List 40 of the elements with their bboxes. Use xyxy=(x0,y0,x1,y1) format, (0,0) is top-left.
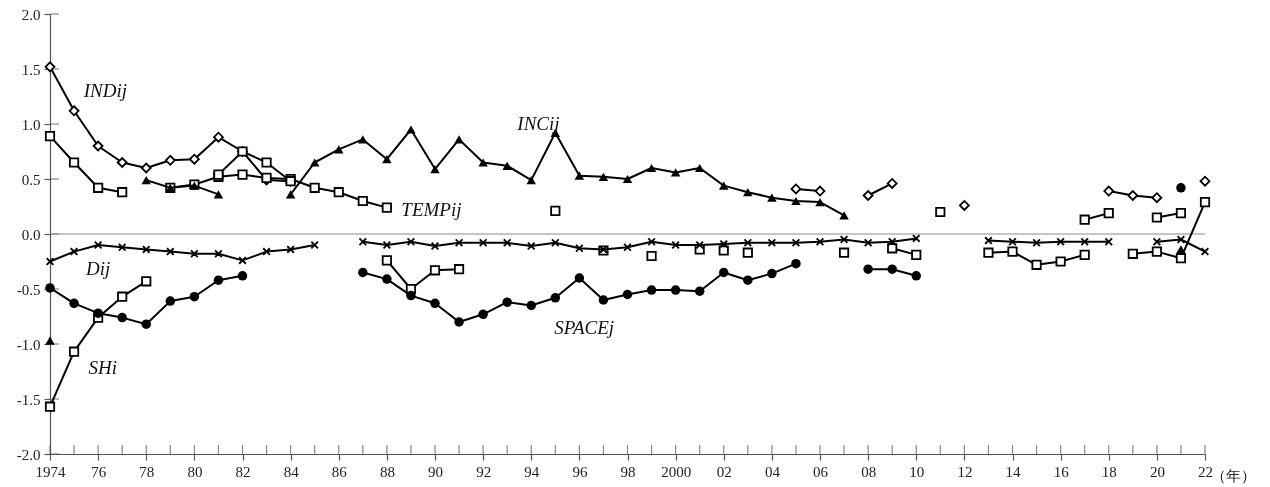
x-tick-label: 16 xyxy=(1053,463,1070,480)
x-tick-label: 98 xyxy=(620,463,636,480)
x-tick-label: 1974 xyxy=(35,463,66,480)
x-tick-label: 80 xyxy=(187,463,203,480)
x-tick-label: 2000 xyxy=(661,463,692,480)
x-tick-label: 78 xyxy=(139,463,155,480)
series-label: TEMPij xyxy=(401,198,462,220)
x-tick-label: 18 xyxy=(1101,463,1117,480)
y-tick-label: -1.0 xyxy=(16,336,41,353)
x-tick-label: 96 xyxy=(572,463,588,480)
x-tick-label: 82 xyxy=(235,463,251,480)
series-label: SHi xyxy=(88,357,117,379)
y-tick-label: 1.5 xyxy=(21,61,41,78)
x-tick-label: 06 xyxy=(813,463,829,480)
x-tick-label: 88 xyxy=(379,463,395,480)
x-tick-label: 92 xyxy=(476,463,492,480)
series-label: Dij xyxy=(85,258,111,280)
x-tick-label: 22 xyxy=(1198,463,1213,480)
series-label: INDij xyxy=(82,80,127,101)
y-tick-label: 2.0 xyxy=(21,6,41,23)
x-tick-label: 04 xyxy=(764,463,781,480)
x-tick-label: 94 xyxy=(524,463,540,480)
y-tick-label: -2.0 xyxy=(16,446,41,463)
x-tick-label: 02 xyxy=(716,463,732,480)
x-tick-label: 86 xyxy=(331,463,348,480)
x-tick-label: 84 xyxy=(283,463,300,480)
y-tick-label: -0.5 xyxy=(16,281,41,298)
y-tick-label: 0.5 xyxy=(21,171,41,188)
series-label: INCij xyxy=(516,113,560,134)
x-tick-label: 76 xyxy=(91,463,107,480)
x-tick-label: 14 xyxy=(1005,463,1021,480)
x-tick-label: 10 xyxy=(909,463,925,480)
y-tick-label: 0.0 xyxy=(21,226,41,243)
y-tick-label: 1.0 xyxy=(21,116,41,133)
x-tick-label: 08 xyxy=(861,463,877,480)
x-tick-label: 20 xyxy=(1149,463,1165,480)
x-tick-label: 12 xyxy=(957,463,973,480)
x-tick-label: 90 xyxy=(428,463,443,480)
series-label: SPACEj xyxy=(554,316,615,338)
y-tick-label: -1.5 xyxy=(16,391,41,408)
